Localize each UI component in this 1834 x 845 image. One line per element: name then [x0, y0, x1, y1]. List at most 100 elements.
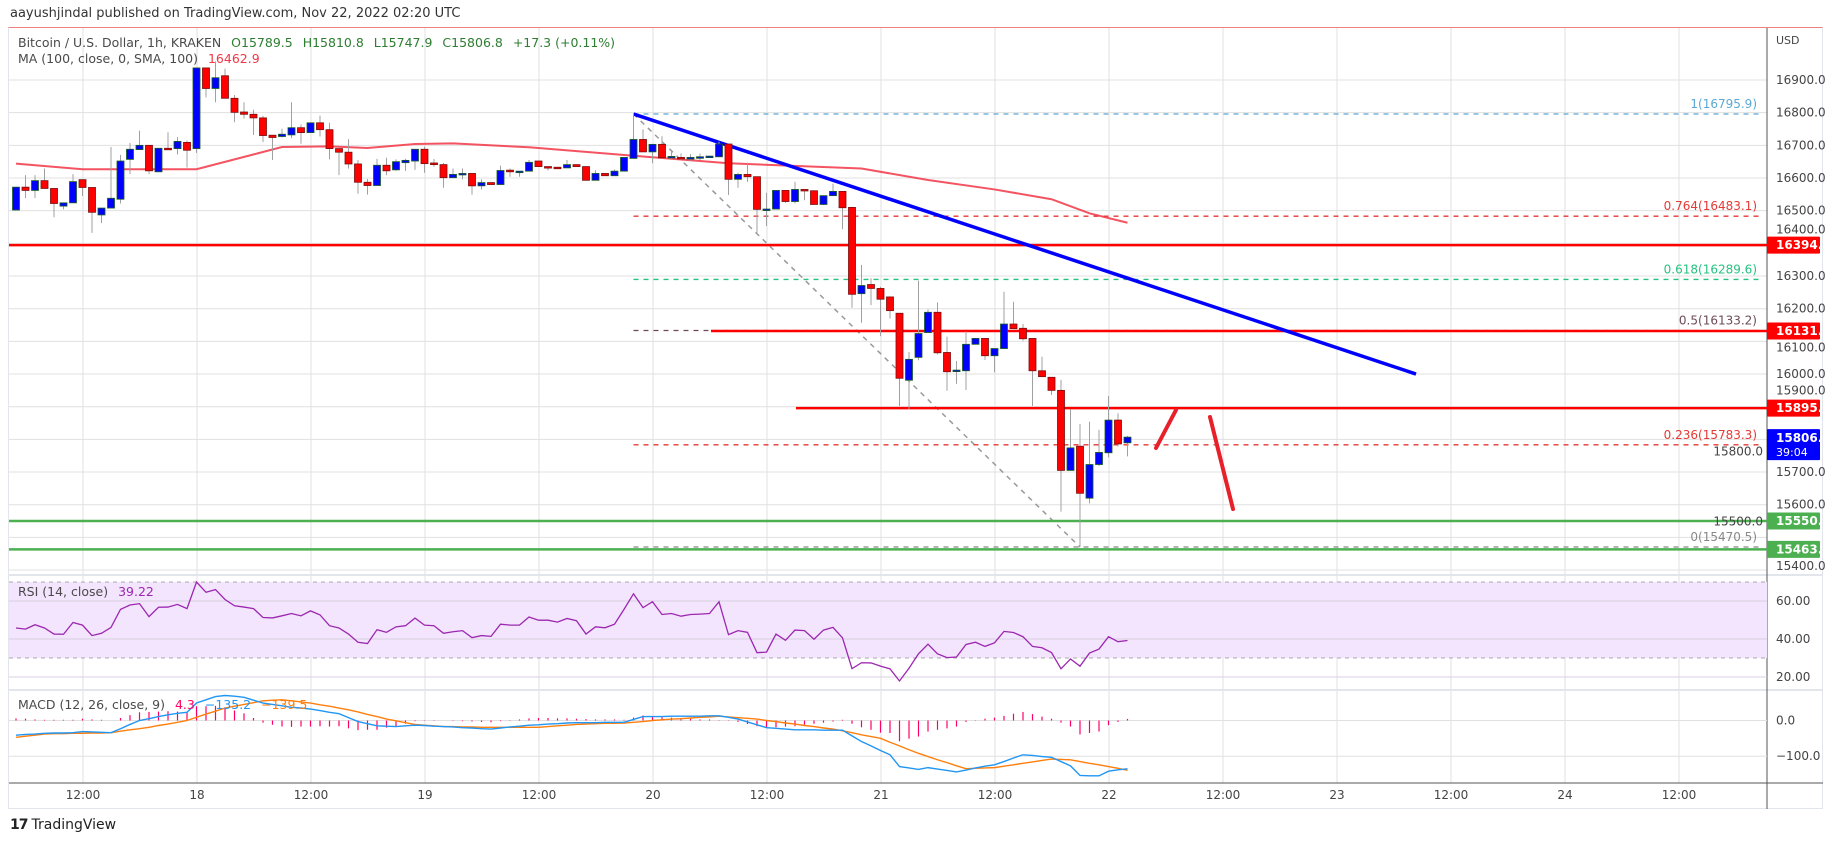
- rsi-axis-label: 60.00: [1776, 594, 1810, 608]
- candle-bearish: [221, 75, 229, 99]
- ma-value: 16462.9: [207, 51, 260, 66]
- candle-bearish: [354, 163, 362, 183]
- candle-bullish: [12, 186, 20, 211]
- candle-bullish: [734, 174, 742, 180]
- candle-bullish: [1104, 419, 1113, 454]
- candle-bullish: [173, 141, 182, 150]
- tradingview-logo-icon: 17: [10, 817, 29, 833]
- candle-bullish: [962, 343, 970, 372]
- last-price-badge-bg: [1767, 429, 1820, 461]
- candle-bearish: [439, 164, 448, 179]
- candle-bearish: [202, 67, 210, 89]
- low-value: L15747.9: [373, 35, 433, 50]
- candle-bullish: [715, 143, 723, 158]
- candle-bearish: [335, 148, 343, 153]
- time-axis-label: 19: [417, 788, 432, 802]
- price-axis-label: 15800.0: [1713, 444, 1763, 458]
- price-level-badge-bg: [1767, 236, 1820, 254]
- candle-bullish: [819, 195, 828, 205]
- rsi-line: [15, 580, 1128, 683]
- price-level-badge: 16394.7: [1776, 238, 1831, 252]
- price-axis-label: 15700.0: [1776, 465, 1826, 479]
- candle-bearish: [848, 207, 856, 295]
- rsi-label[interactable]: RSI (14, close): [18, 584, 109, 599]
- main-pane: [9, 61, 1767, 551]
- time-axis-label: 12:00: [1434, 788, 1469, 802]
- candle-bullish: [1000, 323, 1008, 349]
- high-value: H15810.8: [302, 35, 364, 50]
- candle-bearish: [78, 179, 87, 188]
- candle-bearish: [145, 144, 153, 172]
- fib-level-label: 0.236(15783.3): [1664, 428, 1757, 442]
- candle-bullish: [392, 161, 400, 171]
- macd-line-value: −135.2: [204, 697, 252, 712]
- candle-bearish: [21, 186, 30, 191]
- time-axis-label: 23: [1329, 788, 1344, 802]
- candle-bullish: [762, 208, 771, 211]
- candle-bullish: [154, 147, 163, 173]
- candle-bullish: [211, 77, 220, 89]
- candle-bearish: [382, 164, 391, 172]
- price-axis-label: 16400.0: [1776, 222, 1826, 236]
- candle-bullish: [477, 182, 486, 187]
- candle-bullish: [914, 333, 923, 358]
- candle-bullish: [97, 207, 106, 216]
- candle-bearish: [240, 111, 248, 115]
- price-level-badge-bg: [1767, 512, 1820, 530]
- time-axis-label: 20: [645, 788, 660, 802]
- candle-bullish: [496, 170, 505, 185]
- candle-bearish: [468, 173, 476, 187]
- ma100-line: [15, 142, 1128, 224]
- candle-bullish: [515, 170, 524, 174]
- candle-bearish: [639, 139, 647, 153]
- time-axis-label: 12:00: [1206, 788, 1241, 802]
- candle-bearish: [933, 311, 942, 354]
- candle-bullish: [1085, 464, 1094, 499]
- last-price-badge-countdown: 39:04: [1776, 446, 1808, 459]
- candle-bearish: [487, 182, 495, 185]
- chart-frame: [8, 27, 1823, 809]
- candle-bearish: [781, 190, 790, 202]
- rsi-value: 39.22: [118, 584, 154, 599]
- candle-bullish: [591, 173, 600, 181]
- change-value: +17.3 (+0.11%): [512, 35, 616, 50]
- price-axis-label: 16200.0: [1776, 302, 1826, 316]
- candle-bearish: [1057, 389, 1065, 471]
- price-axis-label: 16300.0: [1776, 269, 1826, 283]
- candle-bearish: [325, 129, 334, 150]
- macd-axis-label: 0.0: [1776, 714, 1795, 728]
- candle-bullish: [971, 338, 980, 345]
- macd-line: [15, 694, 1128, 777]
- macd-legend: MACD (12, 26, close, 9) 4.3 −135.2 −139.…: [18, 697, 307, 712]
- candle-bearish: [886, 296, 894, 312]
- candle-bearish: [981, 338, 989, 357]
- candle-bullish: [69, 181, 77, 204]
- candle-bullish: [686, 157, 695, 160]
- candle-bearish: [601, 173, 609, 177]
- price-axis-label: 15900.0: [1776, 384, 1826, 398]
- candle-bullish: [772, 190, 780, 210]
- ma-label[interactable]: MA (100, close, 0, SMA, 100): [18, 51, 198, 66]
- trend-line: [632, 112, 1417, 376]
- price-level-badge-bg: [1767, 322, 1820, 340]
- macd-axis-label: −100.0: [1776, 749, 1820, 763]
- tradingview-footer[interactable]: 17 TradingView: [10, 817, 116, 833]
- price-axis-label: 16900.0: [1776, 73, 1826, 87]
- candle-bearish: [810, 190, 818, 205]
- candle-bearish: [800, 189, 809, 192]
- macd-label[interactable]: MACD (12, 26, close, 9): [18, 697, 165, 712]
- candle-bullish: [905, 358, 913, 381]
- candle-bullish: [126, 148, 134, 160]
- candle-bullish: [610, 170, 619, 177]
- candle-bearish: [572, 164, 581, 167]
- price-axis-label: 16600.0: [1776, 171, 1826, 185]
- time-axis-label: 12:00: [1662, 788, 1697, 802]
- candle-bullish: [287, 127, 296, 136]
- candle-bearish: [658, 143, 666, 159]
- candle-bearish: [88, 187, 96, 213]
- fib-level-label: 0.5(16133.2): [1679, 314, 1757, 328]
- symbol-title[interactable]: Bitcoin / U.S. Dollar, 1h, KRAKEN: [18, 35, 222, 50]
- candle-bearish: [506, 169, 514, 173]
- candle-bearish: [876, 288, 885, 300]
